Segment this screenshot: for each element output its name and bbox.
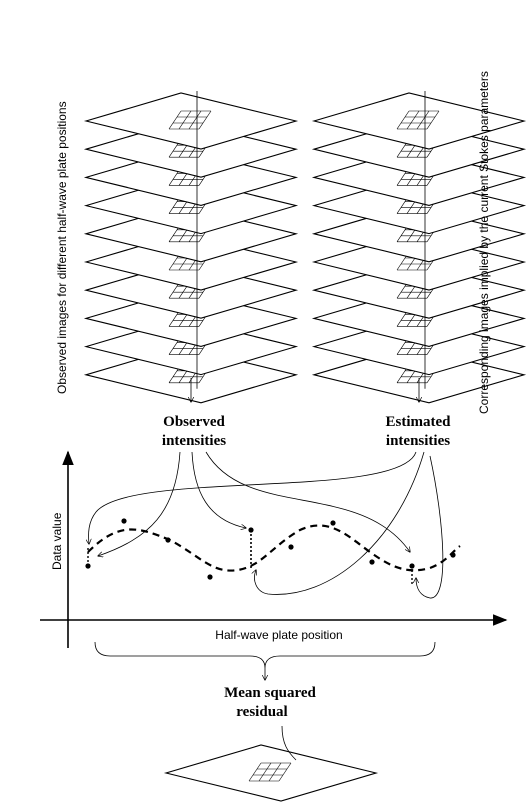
residual-image xyxy=(166,726,376,801)
data-point xyxy=(330,520,335,525)
data-point xyxy=(85,563,90,568)
data-point xyxy=(248,527,253,532)
observed-points xyxy=(85,518,455,579)
observed-image-stack xyxy=(86,91,296,403)
estimated-label-line1: Estimated xyxy=(386,414,452,430)
estimated-label-line2: intensities xyxy=(386,433,450,449)
data-point xyxy=(409,563,414,568)
observed-label-line2: intensities xyxy=(162,433,226,449)
right-stack-caption: Corresponding images implied by the curr… xyxy=(477,71,491,414)
data-point xyxy=(165,537,170,542)
summation-brace xyxy=(95,642,435,668)
data-point xyxy=(288,544,293,549)
data-point xyxy=(369,559,374,564)
left-stack-caption: Observed images for different half-wave … xyxy=(55,101,69,394)
msr-label-line1: Mean squared xyxy=(224,685,316,701)
connector-arrows xyxy=(89,452,443,598)
observed-to-residual-arrow xyxy=(192,452,246,528)
estimated-to-curve-middle-arrow xyxy=(255,452,425,594)
observed-to-point-right-arrow xyxy=(206,452,410,552)
data-point xyxy=(121,518,126,523)
estimated-to-curve-right-arrow xyxy=(416,456,443,598)
estimated-image-stack xyxy=(314,91,524,403)
residual-image-plane xyxy=(166,745,376,801)
data-point xyxy=(207,574,212,579)
data-point xyxy=(450,552,455,557)
y-axis-label: Data value xyxy=(50,512,64,570)
x-axis-label: Half-wave plate position xyxy=(215,628,342,642)
msr-label-line2: residual xyxy=(236,704,287,720)
observed-label-line1: Observed xyxy=(163,414,225,430)
